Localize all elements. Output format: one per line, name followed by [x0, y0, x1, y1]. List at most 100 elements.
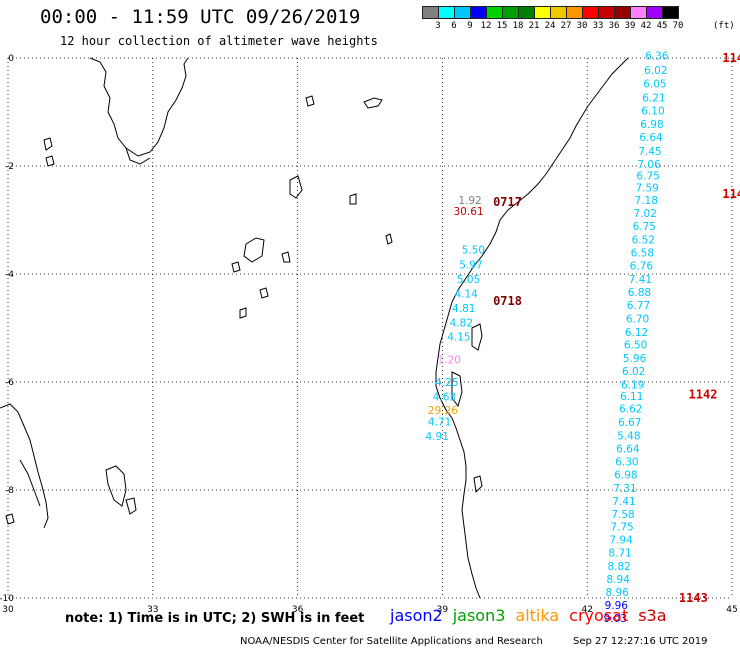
- wave-height-value: 7.94: [609, 535, 633, 547]
- wave-height-value: 6.02: [644, 65, 667, 77]
- colorbar-label: 36: [608, 21, 620, 31]
- wave-height-value: 5.97: [459, 259, 482, 271]
- lake-1: [43, 137, 53, 151]
- wave-height-value: 6.05: [643, 78, 666, 90]
- lake-3: [305, 95, 315, 107]
- wave-height-value: 7.41: [629, 274, 652, 286]
- legend-entry: jason3: [452, 606, 506, 625]
- wave-height-value: 4.91: [426, 431, 449, 443]
- lake-victoria: [89, 57, 189, 157]
- wave-height-value: 7.18: [635, 195, 658, 207]
- wave-height-value: 7.59: [635, 183, 658, 195]
- wave-height-value: 4.14: [454, 288, 478, 300]
- colorbar-label: 15: [496, 21, 508, 31]
- wave-height-value: 6.50: [624, 340, 647, 352]
- lake-tanganyika: [0, 403, 49, 529]
- wave-height-value: 30.61: [454, 206, 484, 218]
- colorbar-label: 45: [656, 21, 668, 31]
- pass-id-label: 0718: [493, 294, 522, 308]
- wave-height-value: 6.10: [641, 105, 664, 117]
- lon-tick-label: 42: [581, 605, 592, 615]
- colorbar-cell: [662, 6, 679, 19]
- lon-tick-label: 30: [2, 605, 14, 615]
- footer-note: note: 1) Time is in UTC; 2) SWH is in fe…: [65, 611, 365, 626]
- lake-12: [239, 307, 247, 319]
- lat-tick-label: 0: [8, 54, 14, 64]
- wave-height-value: 6.21: [642, 92, 665, 104]
- pemba-island: [471, 323, 483, 351]
- wave-height-value: 8.96: [606, 587, 630, 599]
- wave-height-value: 1.20: [438, 354, 461, 366]
- wave-height-value: 6.75: [633, 221, 656, 233]
- pass-id-label: 1141: [722, 187, 740, 201]
- east-africa-coastline: [435, 57, 629, 599]
- lake-6: [289, 175, 303, 199]
- wave-height-value: 7.06: [637, 159, 661, 171]
- wave-height-value: 9.96: [605, 600, 629, 612]
- wave-height-value: 6.67: [618, 417, 641, 429]
- coastline: [0, 57, 629, 599]
- generation-timestamp: Sep 27 12:27:16 UTC 2019: [573, 636, 708, 647]
- zanzibar-island: [451, 371, 463, 408]
- lake-10: [385, 233, 393, 245]
- axis-labels: 30 33 36 39 42 45 0 -2 -4 -6 -8 -10: [0, 54, 738, 615]
- lat-tick-label: -6: [5, 378, 14, 388]
- colorbar-unit: (ft): [713, 21, 735, 31]
- lake-2: [45, 155, 55, 167]
- colorbar-label: 9: [467, 21, 473, 31]
- pass-id-label: 1143: [679, 591, 708, 605]
- wave-height-value: 1.92: [458, 195, 481, 207]
- lake-7: [349, 193, 357, 205]
- colorbar-label: 18: [512, 21, 524, 31]
- wave-height-value: 8.71: [608, 548, 631, 560]
- wave-height-value: 7.58: [611, 509, 634, 521]
- wave-height-value: 8.82: [607, 561, 630, 573]
- pass-id-label: 0717: [493, 195, 522, 209]
- wave-height-value: 6.64: [616, 443, 640, 455]
- wave-height-value: 6.98: [614, 469, 637, 481]
- lon-tick-label: 33: [147, 605, 158, 615]
- lake-small-s2: [5, 513, 15, 525]
- wave-height-value: 6.70: [626, 313, 649, 325]
- lat-lon-grid: [7, 57, 733, 599]
- colorbar-label: 33: [592, 21, 604, 31]
- colorbar-labels: 3 6 9 12 15 18 21 24 27 30 33 36 39 42 45 70: [422, 21, 740, 33]
- colorbar-label: 30: [576, 21, 588, 31]
- lat-tick-label: -10: [0, 594, 14, 604]
- wave-height-value: 6.19: [621, 380, 644, 392]
- lon-tick-label: 45: [726, 605, 737, 615]
- lake-9: [281, 251, 291, 263]
- wave-height-value: 7.75: [610, 522, 633, 534]
- lat-tick-label: -4: [5, 270, 14, 280]
- colorbar-label: 12: [480, 21, 492, 31]
- colorbar-label: 21: [528, 21, 540, 31]
- colorbar-label: 27: [560, 21, 572, 31]
- colorbar-label: 70: [672, 21, 684, 31]
- lon-tick-label: 36: [292, 605, 304, 615]
- wave-height-value: 6.12: [625, 327, 648, 339]
- colorbar-label: 42: [640, 21, 652, 31]
- mafia-island: [473, 475, 483, 494]
- lake-5: [243, 237, 265, 263]
- legend-entry: s3a: [638, 606, 667, 625]
- wave-height-value: 6.77: [627, 300, 650, 312]
- lake-victoria-south: [125, 147, 151, 165]
- wave-height-value: 5.96: [623, 353, 647, 365]
- wave-height-value: 5.48: [617, 430, 640, 442]
- wave-height-value: 6.02: [622, 366, 645, 378]
- wave-height-value: 6.88: [628, 287, 651, 299]
- wave-height-value: 7.02: [634, 208, 657, 220]
- wave-height-value: 7.41: [612, 496, 635, 508]
- lat-tick-label: -8: [5, 486, 14, 496]
- lake-4: [363, 97, 383, 109]
- wave-height-value: 4.15: [447, 332, 470, 344]
- wave-height-value: 6.62: [619, 403, 642, 415]
- wave-height-value: 6.64: [639, 132, 663, 144]
- wave-height-value: 29.26: [428, 405, 458, 417]
- wave-height-value: 5.05: [457, 274, 480, 286]
- lake-small-s: [125, 497, 137, 515]
- lat-tick-label: -2: [5, 162, 14, 172]
- colorbar-label: 39: [624, 21, 636, 31]
